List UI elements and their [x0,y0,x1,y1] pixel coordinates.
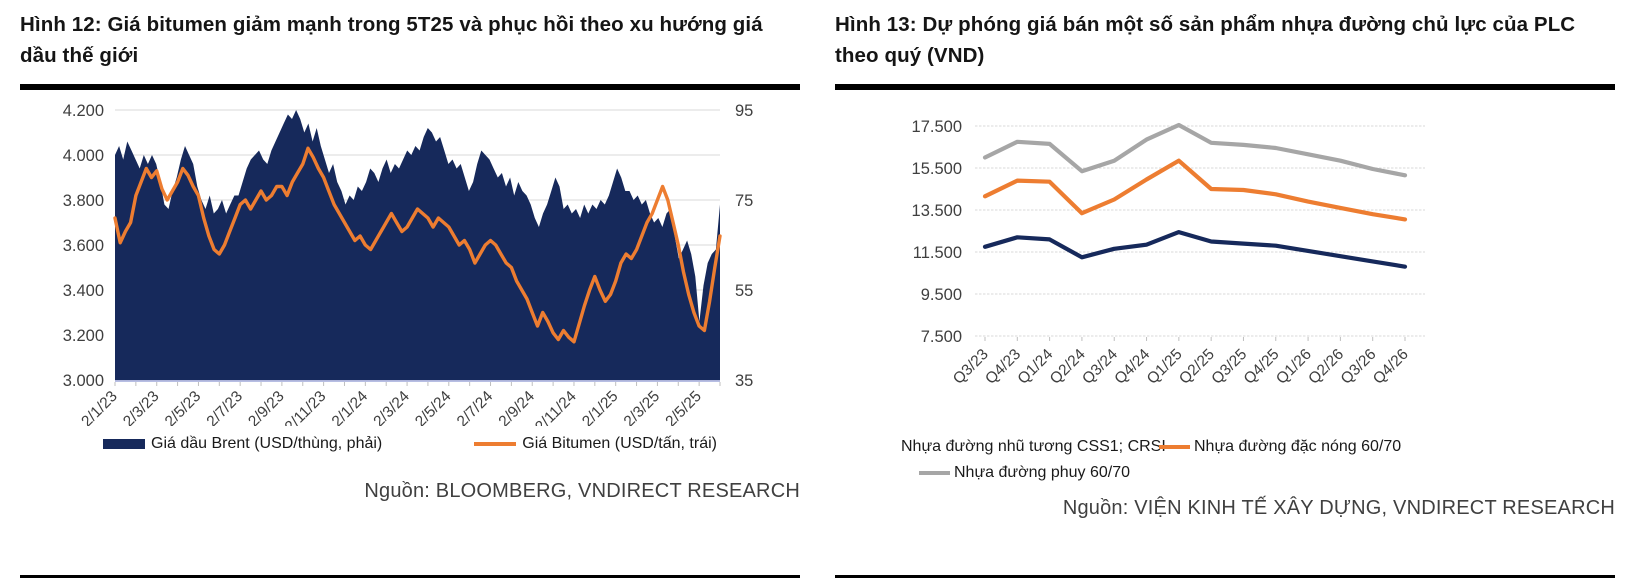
x-axis-tick-label: Q3/24 [1079,346,1121,388]
x-axis-tick-label: Q3/26 [1338,346,1380,388]
legend-item-dac-nong: Nhựa đường đặc nóng 60/70 [1159,438,1401,456]
figure-12-title: Hình 12: Giá bitumen giảm mạnh trong 5T2… [20,13,763,67]
figure-12-legend: Giá dầu Brent (USD/thùng, phải) Giá Bitu… [20,434,800,454]
figure-13-title: Hình 13: Dự phóng giá bán một số sản phẩ… [835,13,1576,67]
figure-12-source: Nguồn: BLOOMBERG, VNDIRECT RESEARCH [364,480,800,502]
x-axis-tick-label: Q4/23 [982,346,1024,388]
legend-label-css1-crsi: Nhựa đường nhũ tương CSS1; CRSI [901,438,1166,455]
x-axis-tick-label: 2/9/23 [245,388,288,426]
x-axis-tick-label: 2/11/23 [282,388,330,426]
left-axis-tick-label: 3.000 [63,372,104,390]
bitumen-line-swatch [474,442,517,446]
x-axis-tick-label: Q1/25 [1144,346,1186,388]
forecast-line-series-0 [982,230,1408,269]
x-axis-tick-label: 2/9/24 [496,388,539,426]
x-axis-tick-label: Q3/23 [950,346,992,388]
figure-12: Hình 12: Giá bitumen giảm mạnh trong 5T2… [20,0,800,587]
phuy-line-swatch [919,470,950,476]
legend-label-dac-nong: Nhựa đường đặc nóng 60/70 [1194,438,1402,455]
figure-13-top-rule [835,84,1615,90]
legend-label-brent: Giá dầu Brent (USD/thùng, phải) [151,435,383,452]
left-axis-tick-label: 4.200 [63,102,104,120]
x-axis-tick-label: Q1/24 [1015,346,1057,388]
x-axis-tick-label: Q2/26 [1305,346,1347,388]
left-axis-tick-label: 4.000 [63,147,104,165]
right-axis-tick-label: 75 [735,192,753,210]
legend-item-phuy: Nhựa đường phuy 60/70 [919,464,1130,482]
y-axis-tick-label: 7.500 [921,328,962,346]
figure-12-top-rule [20,84,800,90]
x-axis-tick-label: Q4/24 [1111,346,1153,388]
right-axis-tick-label: 35 [735,372,753,390]
x-axis-tick-label: Q4/26 [1370,346,1412,388]
bitumen-brent-chart: 4.200 4.000 3.800 3.600 3.400 3.200 3.000 95 75 5… [63,102,754,426]
plc-asphalt-price-forecast-chart: 17.50015.50013.50011.5009.5007.500Q3/23Q… [912,118,1425,388]
x-axis-tick-label: 2/5/23 [162,388,205,426]
x-axis-tick-label: 2/3/25 [621,388,664,426]
forecast-line-series-2 [982,122,1408,178]
x-axis-tick-label: Q2/25 [1176,346,1218,388]
figure-13-bottom-rule [835,575,1615,578]
right-axis-tick-label: 55 [735,282,753,300]
x-axis-tick-label: Q3/25 [1208,346,1250,388]
figure-13-source: Nguồn: VIỆN KINH TẾ XÂY DỰNG, VNDIRECT R… [1062,497,1615,519]
x-axis-tick-label: 2/5/24 [412,388,455,426]
x-axis-tick-label: 2/11/24 [532,388,580,426]
legend-item-brent: Giá dầu Brent (USD/thùng, phải) [103,435,382,453]
left-axis-tick-label: 3.400 [63,282,104,300]
figure-13-legend-row1: Nhựa đường nhũ tương CSS1; CRSI Nhựa đườ… [835,436,1615,458]
y-axis-tick-label: 15.500 [912,160,962,178]
forecast-line-series-1 [982,158,1408,222]
x-axis-tick-label: Q2/24 [1047,346,1089,388]
x-axis-tick-label: 2/7/24 [454,388,497,426]
y-axis-tick-label: 13.500 [912,202,962,220]
figure-13: Hình 13: Dự phóng giá bán một số sản phẩ… [835,0,1615,587]
left-axis-tick-label: 3.200 [63,327,104,345]
x-axis-tick-label: Q1/26 [1273,346,1315,388]
legend-label-phuy: Nhựa đường phuy 60/70 [954,464,1131,481]
y-axis-tick-label: 11.500 [913,244,962,262]
figure-12-bottom-rule [20,575,800,578]
brent-area-series [115,110,720,380]
x-axis-tick-label: Q4/25 [1241,346,1283,388]
x-axis-tick-label: 2/7/23 [203,388,246,426]
legend-item-css1-crsi: Nhựa đường nhũ tương CSS1; CRSI [897,438,1166,456]
legend-label-bitumen: Giá Bitumen (USD/tấn, trái) [522,435,717,452]
x-axis-tick-label: 2/1/23 [78,388,121,426]
bitumen-line-series [113,146,722,344]
y-axis-tick-label: 17.500 [912,118,962,136]
dac-nong-line-swatch [1159,444,1190,450]
x-axis-tick-label: 2/1/25 [579,388,622,426]
x-axis-tick-label: 2/1/24 [329,388,372,426]
x-axis-tick-label: 2/3/23 [120,388,163,426]
x-axis-tick-label: 2/3/24 [370,388,413,426]
left-axis-tick-label: 3.800 [63,192,104,210]
legend-item-bitumen: Giá Bitumen (USD/tấn, trái) [474,435,717,453]
figure-13-legend-row2: Nhựa đường phuy 60/70 [835,462,1615,484]
brent-area-swatch [103,439,146,449]
right-axis-tick-label: 95 [735,102,753,120]
y-axis-tick-label: 9.500 [921,286,962,304]
x-axis-tick-label: 2/5/25 [662,388,705,426]
left-axis-tick-label: 3.600 [63,237,104,255]
